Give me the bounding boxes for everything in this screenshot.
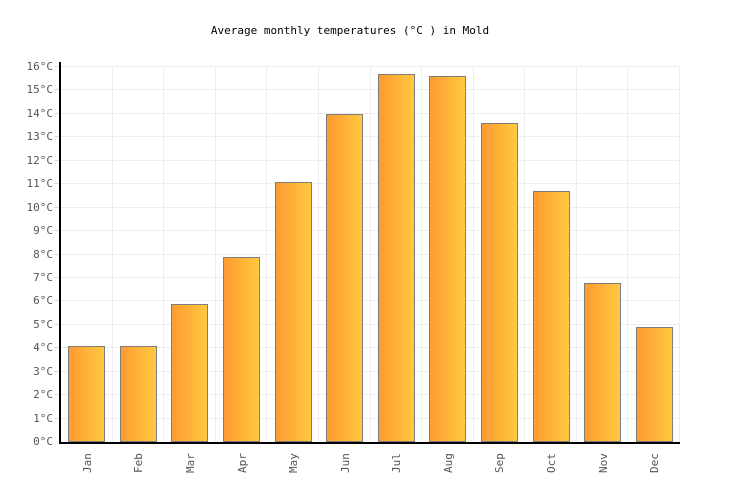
bar-nov xyxy=(584,283,622,442)
y-tick-12 xyxy=(54,159,59,161)
x-axis-label-sep: Sep xyxy=(493,453,507,473)
gridline-h-6 xyxy=(61,300,680,302)
gridline-h-8 xyxy=(61,253,680,255)
gridline-h-12 xyxy=(61,159,680,161)
gridline-h-1 xyxy=(61,417,680,419)
y-tick-15 xyxy=(54,89,59,91)
bar-jun xyxy=(326,114,364,442)
gridline-h-4 xyxy=(61,347,680,349)
gridline-h-11 xyxy=(61,183,680,185)
gridline-v-5 xyxy=(317,67,319,442)
gridline-h-13 xyxy=(61,136,680,138)
y-axis-label-1: 1°C xyxy=(33,411,53,425)
gridline-v-3 xyxy=(214,67,216,442)
y-axis-label-9: 9°C xyxy=(33,224,53,238)
y-axis-label-2: 2°C xyxy=(33,388,53,402)
bar-oct xyxy=(532,191,570,442)
y-tick-7 xyxy=(54,276,59,278)
y-tick-10 xyxy=(54,206,59,208)
x-axis-label-aug: Aug xyxy=(441,453,455,473)
x-axis-label-jul: Jul xyxy=(390,453,404,473)
gridline-h-2 xyxy=(61,394,680,396)
y-tick-11 xyxy=(54,183,59,185)
x-axis-label-feb: Feb xyxy=(132,453,146,473)
gridline-v-9 xyxy=(524,67,526,442)
bar-apr xyxy=(223,257,261,442)
x-axis-label-jan: Jan xyxy=(80,453,94,473)
gridline-v-7 xyxy=(421,67,423,442)
y-axis-label-0: 0°C xyxy=(33,435,53,448)
gridline-h-5 xyxy=(61,323,680,325)
y-axis-label-13: 13°C xyxy=(26,130,54,144)
y-axis-label-8: 8°C xyxy=(33,247,53,261)
bar-may xyxy=(274,182,312,442)
x-axis-label-may: May xyxy=(287,453,301,473)
y-axis-label-6: 6°C xyxy=(33,294,53,308)
y-axis-label-12: 12°C xyxy=(26,153,54,167)
bar-sep xyxy=(480,123,518,442)
y-axis-label-4: 4°C xyxy=(33,341,53,355)
bar-aug xyxy=(429,76,467,442)
gridline-h-9 xyxy=(61,230,680,232)
y-tick-3 xyxy=(54,370,59,372)
y-tick-13 xyxy=(54,136,59,138)
y-axis-label-11: 11°C xyxy=(26,177,54,191)
gridline-v-10 xyxy=(575,67,577,442)
plot-area xyxy=(59,62,680,444)
x-axis-label-oct: Oct xyxy=(545,453,559,473)
y-axis-label-15: 15°C xyxy=(26,83,54,97)
y-axis-label-7: 7°C xyxy=(33,270,53,284)
chart-title: Average monthly temperatures (°C ) in Mo… xyxy=(210,24,490,37)
y-tick-16 xyxy=(54,66,59,67)
bar-feb xyxy=(119,346,157,442)
y-axis-label-5: 5°C xyxy=(33,317,53,331)
bar-jan xyxy=(68,346,106,442)
gridline-h-7 xyxy=(61,276,680,278)
x-axis-label-dec: Dec xyxy=(648,453,662,473)
y-axis-label-14: 14°C xyxy=(26,106,54,120)
gridline-v-6 xyxy=(369,67,371,442)
gridline-v-4 xyxy=(266,67,268,442)
y-tick-2 xyxy=(54,394,59,396)
bar-dec xyxy=(635,327,673,442)
y-tick-4 xyxy=(54,347,59,349)
x-axis-label-mar: Mar xyxy=(183,453,197,473)
gridline-v-2 xyxy=(163,67,165,442)
x-axis-label-jun: Jun xyxy=(338,453,352,473)
y-tick-9 xyxy=(54,230,59,232)
y-tick-5 xyxy=(54,323,59,325)
gridline-v-1 xyxy=(111,67,113,442)
bar-mar xyxy=(171,304,209,442)
y-tick-14 xyxy=(54,112,59,114)
bar-jul xyxy=(377,74,415,442)
y-tick-6 xyxy=(54,300,59,302)
y-axis-label-16: 16°C xyxy=(26,60,54,73)
gridline-h-16 xyxy=(61,66,680,67)
gridline-h-15 xyxy=(61,89,680,91)
y-axis-label-10: 10°C xyxy=(26,200,54,214)
y-tick-1 xyxy=(54,417,59,419)
gridline-h-14 xyxy=(61,112,680,114)
gridline-v-12 xyxy=(679,67,680,442)
gridline-v-11 xyxy=(627,67,629,442)
gridline-h-10 xyxy=(61,206,680,208)
y-tick-8 xyxy=(54,253,59,255)
x-axis-label-apr: Apr xyxy=(235,453,249,473)
y-axis-label-3: 3°C xyxy=(33,364,53,378)
gridline-v-8 xyxy=(472,67,474,442)
gridline-h-3 xyxy=(61,370,680,372)
x-axis-label-nov: Nov xyxy=(596,453,610,473)
